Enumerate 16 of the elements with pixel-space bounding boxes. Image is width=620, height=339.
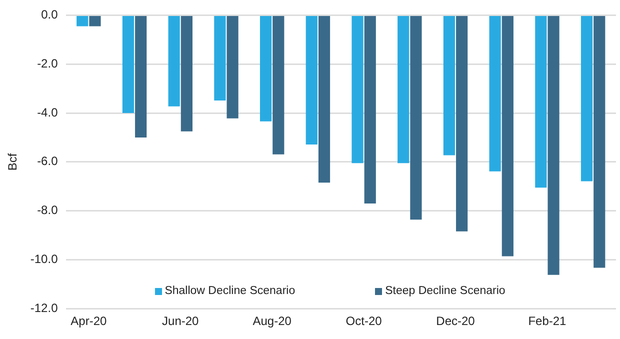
y-tick-label: -8.0 bbox=[37, 203, 58, 218]
y-tick-label: -6.0 bbox=[37, 154, 58, 168]
y-tick-label: -12.0 bbox=[30, 300, 58, 315]
y-tick-label: -4.0 bbox=[37, 105, 58, 120]
y-axis-title: Bcf bbox=[6, 152, 20, 171]
y-tick-label: -2.0 bbox=[37, 56, 58, 70]
legend-label: Shallow Decline Scenario bbox=[164, 285, 296, 297]
x-tick-label: Dec-20 bbox=[436, 314, 476, 328]
x-tick-label: Feb-21 bbox=[528, 314, 567, 328]
y-tick-label: -10.0 bbox=[30, 252, 58, 266]
legend-label: Steep Decline Scenario bbox=[385, 285, 506, 297]
x-tick-label: Jun-20 bbox=[162, 314, 200, 328]
x-tick-label: Oct-20 bbox=[346, 314, 382, 328]
x-tick-label: Aug-20 bbox=[252, 314, 292, 328]
x-tick-label: Apr-20 bbox=[70, 314, 108, 328]
y-tick-label: 0.0 bbox=[41, 8, 58, 22]
